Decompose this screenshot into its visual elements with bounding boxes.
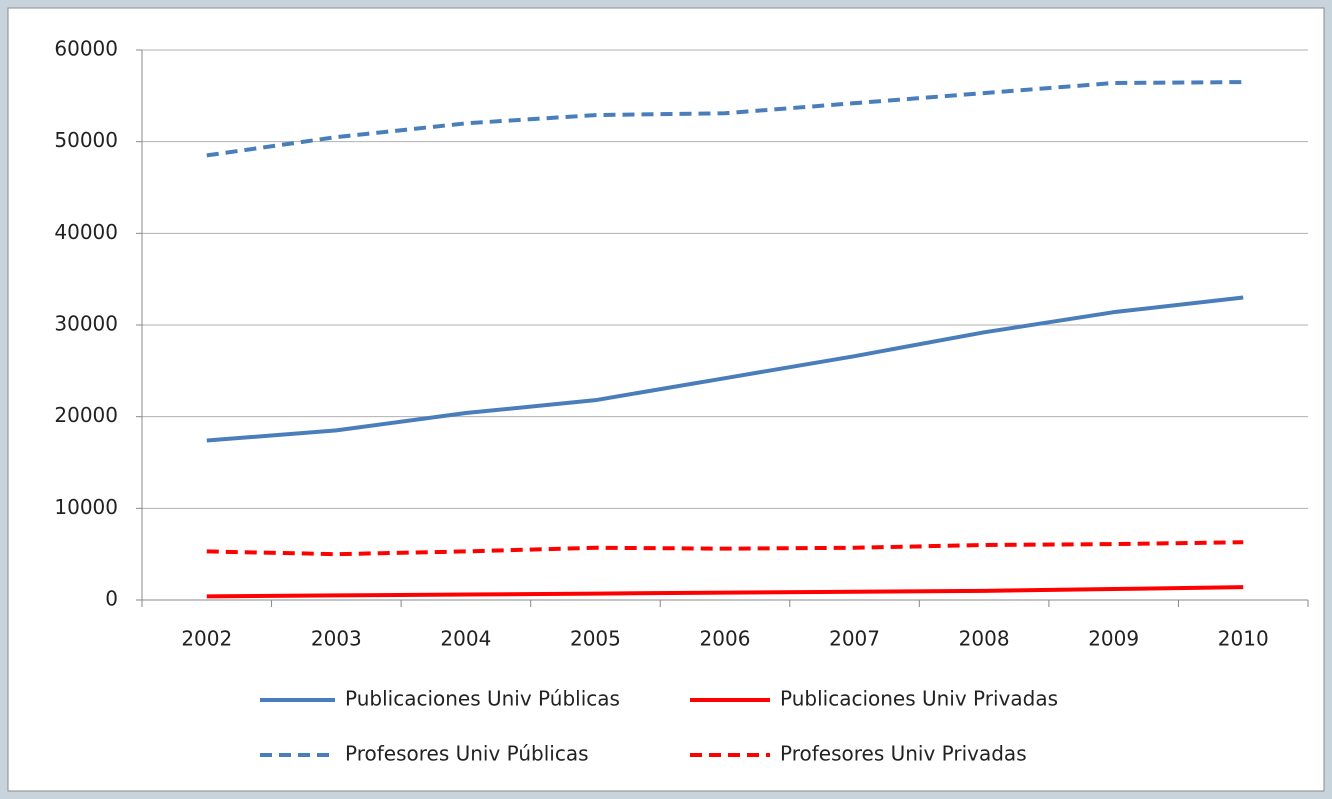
y-tick-label: 30000 — [54, 312, 118, 336]
y-tick-label: 20000 — [54, 403, 118, 427]
data-line — [206, 295, 1244, 443]
legend-label: Publicaciones Univ Privadas — [780, 687, 1058, 711]
x-tick-label: 2005 — [570, 627, 621, 651]
x-tick-label: 2008 — [959, 627, 1010, 651]
chart-frame — [7, 7, 1325, 792]
legend-label: Profesores Univ Privadas — [780, 742, 1027, 766]
x-tick-label: 2007 — [829, 627, 880, 651]
x-tick-label: 2002 — [181, 627, 232, 651]
x-tick-label: 2004 — [440, 627, 491, 651]
y-tick-label: 60000 — [54, 37, 118, 61]
data-line — [206, 585, 1244, 599]
legend-label: Profesores Univ Públicas — [345, 742, 589, 766]
x-tick-label: 2010 — [1218, 627, 1269, 651]
x-tick-label: 2006 — [700, 627, 751, 651]
y-tick-label: 50000 — [54, 128, 118, 152]
x-tick-label: 2009 — [1088, 627, 1139, 651]
y-tick-label: 40000 — [54, 220, 118, 244]
data-line — [206, 540, 1244, 557]
y-tick-label: 10000 — [54, 495, 118, 519]
y-tick-label: 0 — [105, 587, 118, 611]
x-tick-label: 2003 — [311, 627, 362, 651]
data-line — [206, 80, 1244, 158]
legend-label: Publicaciones Univ Públicas — [345, 687, 620, 711]
